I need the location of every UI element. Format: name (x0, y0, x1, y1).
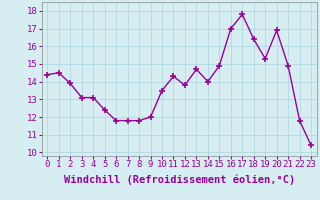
X-axis label: Windchill (Refroidissement éolien,°C): Windchill (Refroidissement éolien,°C) (64, 175, 295, 185)
